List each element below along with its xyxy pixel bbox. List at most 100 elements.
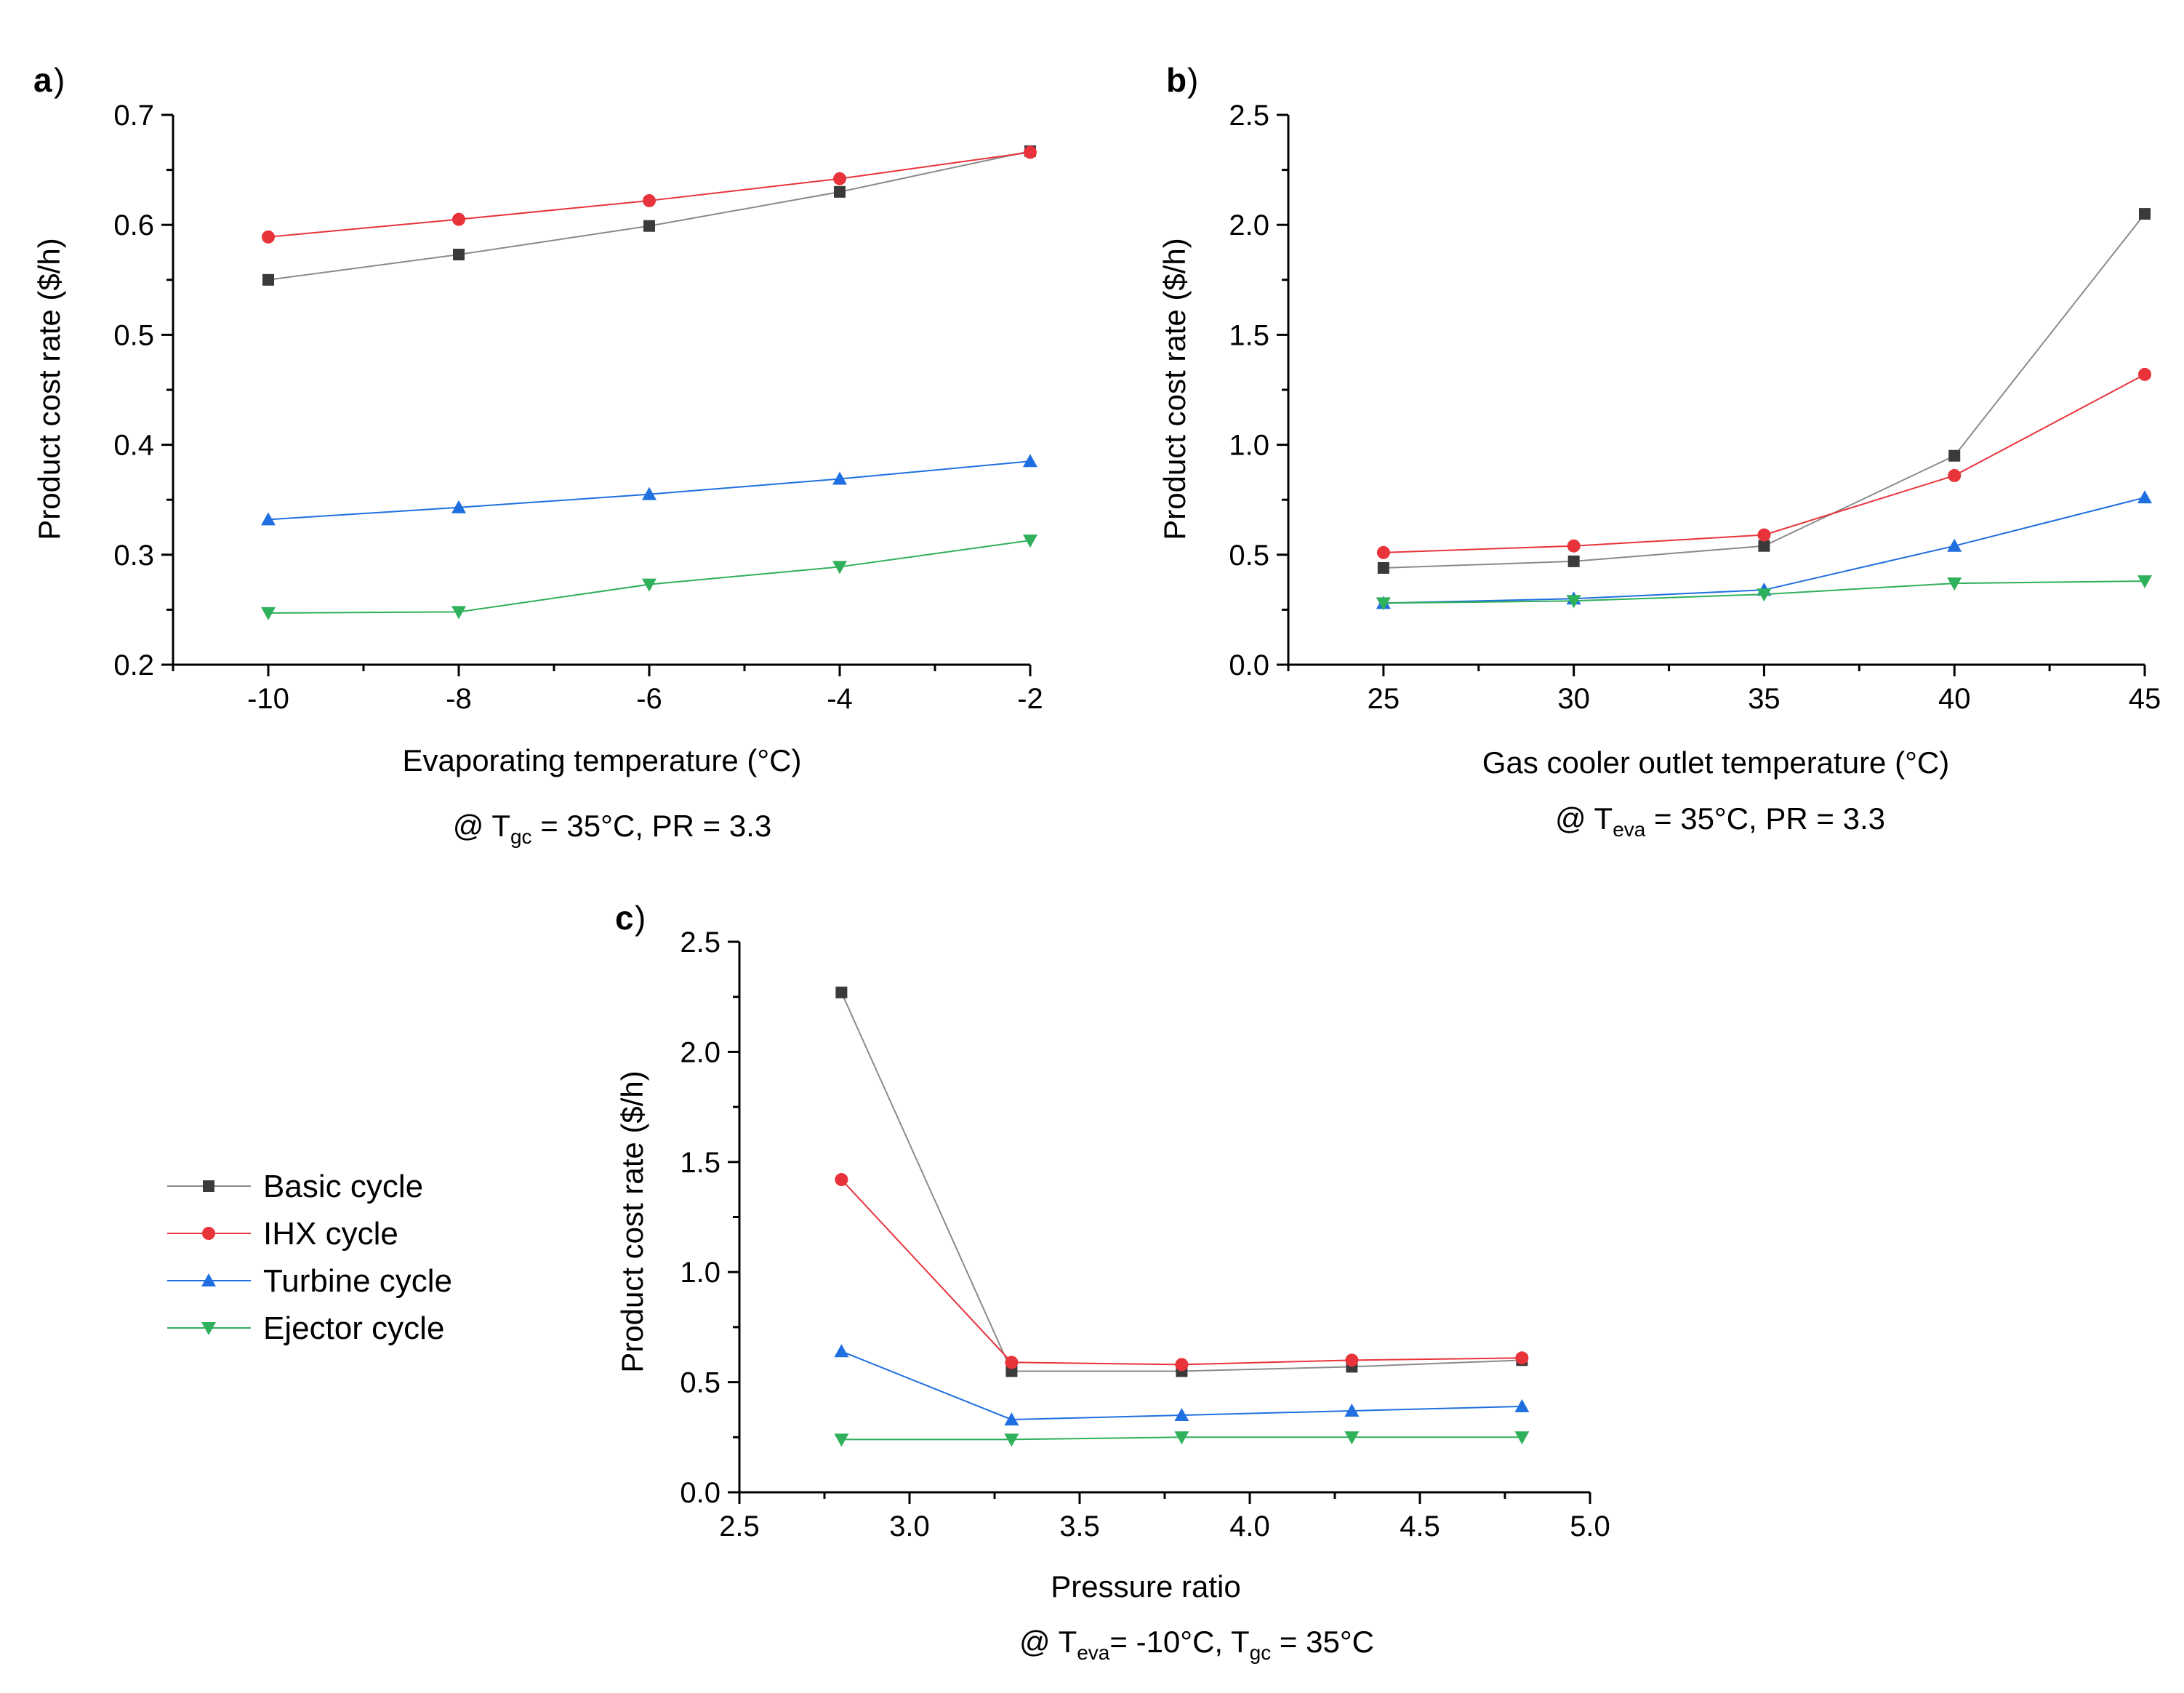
legend-ihx-cycle-marker xyxy=(202,1227,215,1240)
legend: Basic cycle IHX cycle Turbine cycle Ejector… xyxy=(167,1169,452,1346)
panel-c-turbine-cycle-point xyxy=(834,1344,849,1358)
panel-b-basic-cycle-point xyxy=(2139,208,2151,220)
panel-c-xtick-label: 3.0 xyxy=(889,1510,930,1542)
panel-b-turbine-cycle-point xyxy=(1947,538,1962,552)
panel-a-xtick-label: -10 xyxy=(247,683,289,715)
panel-c-ihx-cycle-point xyxy=(1005,1356,1019,1369)
panel-c-ihx-cycle-line xyxy=(840,1179,1522,1366)
panel-c: c ) Pressure ratio Product cost rate ($/… xyxy=(615,899,1610,1664)
panel-b-ejector-cycle-point xyxy=(1566,595,1581,609)
panel-a-ytick-label: 0.2 xyxy=(113,649,154,681)
panel-a-ylabel: Product cost rate ($/h) xyxy=(32,238,66,540)
panel-c-plot: 2.5 3.0 3.5 4.0 4.5 5.0 0.0 0.5 1.0 1.5 2.0 2.5 xyxy=(680,926,1610,1542)
panel-a-ytick-label: 0.7 xyxy=(113,100,154,132)
panel-b-xtick-label: 25 xyxy=(1368,683,1400,715)
panel-b-ylabel: Product cost rate ($/h) xyxy=(1157,238,1192,540)
panel-c-ihx-cycle-point xyxy=(1345,1353,1359,1367)
panel-b-ytick-label: 2.5 xyxy=(1229,100,1269,132)
panel-a-plot: -10 -8 -6 -4 -2 0.2 0.3 0.4 0.5 0.6 0.7 xyxy=(113,100,1043,715)
panel-a-xtick-label: -8 xyxy=(446,683,472,715)
panel-a-xlabel: Evaporating temperature (°C) xyxy=(402,743,801,777)
legend-basic-cycle-label: Basic cycle xyxy=(263,1169,423,1204)
panel-b-xtick-label: 40 xyxy=(1938,683,1971,715)
panel-b-ihx-cycle-point xyxy=(1567,539,1581,553)
panel-c-ejector-cycle-point xyxy=(1514,1431,1530,1445)
panel-b-letter: b xyxy=(1166,61,1187,99)
panel-b-ihx-cycle-point xyxy=(1757,528,1771,542)
panel-c-turbine-cycle-point xyxy=(1514,1398,1530,1412)
panel-b-ytick-label: 2.0 xyxy=(1229,209,1269,241)
panel-b-basic-cycle-point xyxy=(1567,555,1580,567)
panel-c-xtick-label: 4.5 xyxy=(1400,1510,1440,1542)
panel-a-ejector-cycle-point xyxy=(261,607,276,620)
panel-a-xtick-label: -2 xyxy=(1017,683,1043,715)
panel-a-ihx-cycle-point xyxy=(833,172,846,185)
panel-b-basic-cycle-point xyxy=(1758,540,1770,552)
panel-a-turbine-cycle-point xyxy=(1023,454,1037,468)
panel-c-ejector-cycle-point xyxy=(1174,1431,1189,1445)
panel-a-letter: a xyxy=(33,61,52,99)
panel-c-ytick-label: 2.5 xyxy=(680,926,720,958)
legend-basic-cycle-marker xyxy=(203,1180,214,1192)
panel-a-ejector-cycle-point xyxy=(1023,535,1037,548)
legend-turbine-cycle-label: Turbine cycle xyxy=(263,1263,452,1299)
panel-a-ytick-label: 0.3 xyxy=(113,540,154,572)
legend-ejector-cycle-marker xyxy=(201,1322,216,1335)
panel-c-ihx-cycle-point xyxy=(1175,1358,1189,1372)
panel-c-ytick-label: 0.5 xyxy=(680,1367,720,1399)
panel-b-basic-cycle-line xyxy=(1383,213,2145,569)
panel-c-ytick-label: 1.5 xyxy=(680,1147,720,1179)
panel-c-basic-cycle-point xyxy=(1005,1365,1018,1377)
panel-c-ytick-label: 0.0 xyxy=(680,1477,720,1509)
panel-a-turbine-cycle-point xyxy=(261,512,276,526)
panel-a-ejector-cycle-point xyxy=(832,561,847,575)
panel-c-turbine-cycle-point xyxy=(1344,1403,1360,1417)
panel-b-ejector-cycle-point xyxy=(1376,597,1391,611)
panel-b-basic-cycle-point xyxy=(1948,449,1961,462)
panel-b-ytick-label: 1.0 xyxy=(1229,430,1269,462)
panel-c-ytick-label: 2.0 xyxy=(680,1036,720,1068)
panel-c-ytick-label: 1.0 xyxy=(680,1257,720,1289)
panel-b-ejector-cycle-point xyxy=(2137,575,2152,589)
legend-ejector-cycle-label: Ejector cycle xyxy=(263,1310,444,1346)
panel-a-ihx-cycle-point xyxy=(643,193,656,207)
panel-c-xlabel: Pressure ratio xyxy=(1051,1569,1240,1604)
panel-b-basic-cycle-point xyxy=(1377,561,1389,574)
panel-b-turbine-cycle-point xyxy=(2137,490,2152,504)
panel-a-basic-cycle-point xyxy=(834,185,846,198)
panel-c-xtick-label: 2.5 xyxy=(719,1510,760,1542)
panel-b-ejector-cycle-point xyxy=(1947,577,1962,591)
panel-b-xlabel: Gas cooler outlet temperature (°C) xyxy=(1482,745,1949,780)
panel-a-turbine-cycle-point xyxy=(642,487,657,500)
panel-b-ihx-cycle-point xyxy=(1376,545,1390,559)
panel-a-condition: @ Tgc = 35°C, PR = 3.3 xyxy=(453,809,771,848)
panel-a-basic-cycle-point xyxy=(262,273,274,286)
panel-a-xtick-label: -6 xyxy=(636,683,662,715)
panel-c-xtick-label: 4.0 xyxy=(1229,1510,1270,1542)
panel-a-turbine-cycle-point xyxy=(832,471,847,485)
panel-a-xtick-label: -4 xyxy=(827,683,853,715)
panel-c-ylabel: Product cost rate ($/h) xyxy=(615,1070,649,1373)
panel-b-xtick-label: 45 xyxy=(2129,683,2161,715)
panel-a-basic-cycle-point xyxy=(643,220,655,232)
panel-a-ytick-label: 0.4 xyxy=(113,430,154,462)
panel-c-condition: @ Teva= -10°C, Tgc = 35°C xyxy=(1019,1625,1374,1664)
panel-a-ytick-label: 0.6 xyxy=(113,209,154,241)
panel-c-ejector-cycle-point xyxy=(834,1433,849,1447)
panel-c-ejector-cycle-point xyxy=(1344,1431,1360,1445)
panel-a-ejector-cycle-point xyxy=(451,606,466,620)
panel-c-xtick-label: 3.5 xyxy=(1059,1510,1100,1542)
panel-b: b ) Gas cooler outlet temperature (°C) P… xyxy=(1157,61,2161,841)
panel-b-plot: 25 30 35 40 45 0.0 0.5 1.0 1.5 2.0 2.5 xyxy=(1229,100,2161,715)
panel-b-ejector-cycle-point xyxy=(1757,588,1772,602)
panel-c-letter: c xyxy=(615,899,634,937)
legend-turbine-cycle-marker xyxy=(201,1273,216,1286)
panel-c-ihx-cycle-point xyxy=(835,1173,848,1187)
panel-c-xtick-label: 5.0 xyxy=(1570,1510,1610,1542)
panel-c-ihx-cycle-point xyxy=(1515,1351,1529,1365)
panel-b-condition: @ Teva = 35°C, PR = 3.3 xyxy=(1555,801,1885,841)
panel-a-basic-cycle-line xyxy=(268,150,1031,281)
panel-a-ihx-cycle-point xyxy=(452,212,465,226)
panel-c-basic-cycle-point xyxy=(835,986,848,998)
